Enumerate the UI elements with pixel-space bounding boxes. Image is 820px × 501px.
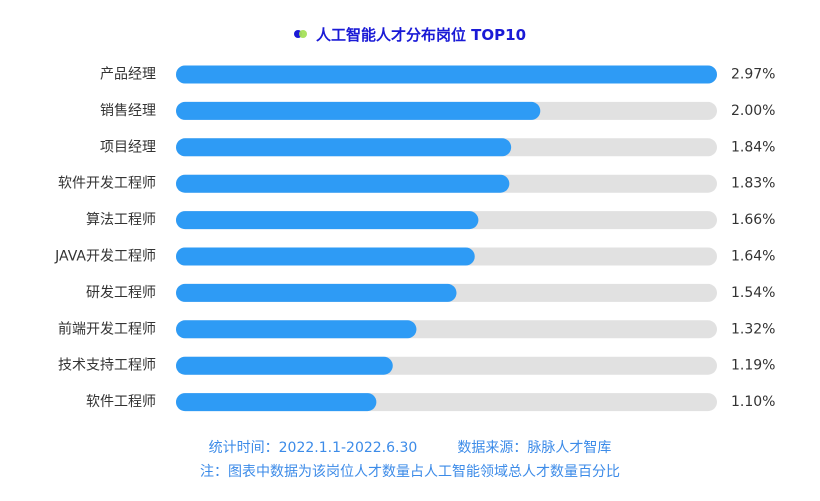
bar (176, 211, 479, 230)
bar (176, 393, 377, 412)
category-label: 技术支持工程师 (58, 358, 156, 374)
value-label: 1.19% (731, 358, 775, 374)
value-label: 1.83% (731, 176, 775, 192)
value-label: 1.66% (731, 212, 775, 228)
category-label: 软件开发工程师 (58, 176, 156, 192)
bar-chart: 产品经理 2.97% 销售经理 2.00% 项目经理 1.84% 软件开发工程师 1.83% 算… (54, 65, 775, 412)
bar (176, 247, 475, 266)
bar (176, 283, 457, 302)
icon-dot-a (293, 30, 302, 38)
footer-source-line: 统计时间：2022.1.1-2022.6.30 数据来源：脉脉人才智库 (208, 440, 612, 456)
category-label: 项目经理 (100, 139, 156, 155)
category-label: 软件工程师 (86, 394, 156, 410)
category-label: 算法工程师 (86, 212, 156, 228)
category-label: JAVA开发工程师 (54, 249, 156, 265)
chart-title: 人工智能人才分布岗位 TOP10 (315, 25, 527, 44)
footer-note-line: 注：图表中数据为该岗位人才数量占人工智能领域总人才数量百分比 (200, 464, 620, 480)
category-label: 销售经理 (100, 103, 156, 119)
category-label: 研发工程师 (86, 285, 156, 301)
two-dots-icon (293, 29, 308, 39)
icon-dot-b (298, 30, 307, 38)
value-label: 1.32% (731, 321, 775, 337)
bar (176, 320, 417, 339)
category-label: 产品经理 (100, 67, 156, 83)
bar (176, 101, 541, 120)
value-label: 1.84% (731, 139, 775, 155)
value-label: 1.54% (731, 285, 775, 301)
value-label: 1.64% (731, 249, 775, 265)
value-label: 2.97% (731, 67, 775, 83)
value-label: 1.10% (731, 394, 775, 410)
chart-title-row: 人工智能人才分布岗位 TOP10 (0, 22, 820, 46)
bar (176, 356, 393, 375)
bar (176, 138, 512, 157)
value-label: 2.00% (731, 103, 775, 119)
category-label: 前端开发工程师 (58, 320, 156, 337)
bar (176, 174, 510, 193)
bar (176, 65, 717, 84)
